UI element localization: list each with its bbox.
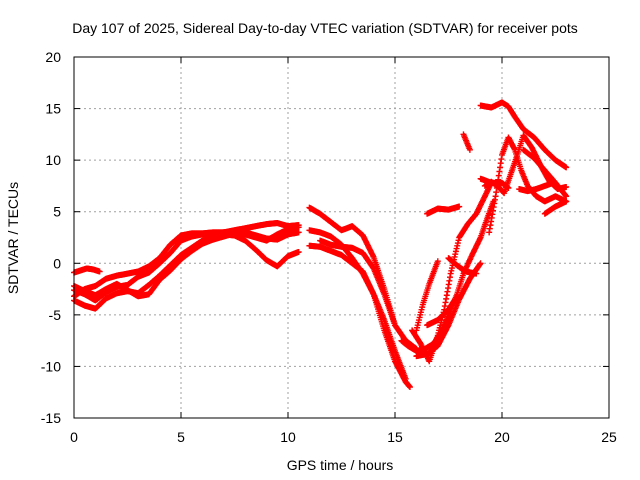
y-tick-label: 10: [45, 152, 61, 168]
data-point: [392, 322, 398, 329]
data-point: [96, 268, 103, 275]
data-point: [406, 384, 413, 391]
series-17: [460, 131, 473, 153]
series-5: [71, 229, 302, 300]
series-14: [424, 296, 458, 329]
x-tick-label: 25: [601, 429, 617, 445]
y-tick-label: -5: [49, 307, 62, 323]
y-tick-label: 5: [53, 204, 61, 220]
series-24: [541, 198, 570, 217]
series-23: [520, 146, 570, 200]
series-18: [477, 99, 570, 171]
y-tick-label: -15: [41, 410, 61, 426]
y-tick-label: 15: [45, 101, 61, 117]
series-12: [413, 258, 441, 334]
data-point: [456, 203, 463, 210]
series-21: [477, 175, 512, 191]
data-point: [473, 270, 480, 277]
data-point: [451, 296, 458, 303]
data-point: [466, 146, 473, 153]
series-8: [306, 242, 413, 391]
x-tick-label: 5: [177, 429, 185, 445]
series-15: [445, 255, 480, 277]
axes: 0 5 10 15 20 25 -15 -10 -5 0 5 10 15 20: [41, 49, 617, 445]
data-point: [563, 198, 570, 205]
series-1: [71, 265, 103, 276]
data-point: [295, 248, 302, 255]
data-point: [295, 229, 302, 236]
data-point: [563, 164, 570, 171]
data-point: [563, 193, 570, 200]
data-point: [563, 183, 570, 190]
chart-title: Day 107 of 2025, Sidereal Day-to-day VTE…: [72, 20, 578, 36]
data-point: [295, 224, 302, 231]
plot-frame: [73, 56, 610, 419]
data-point: [434, 258, 441, 265]
x-tick-label: 0: [70, 429, 78, 445]
y-tick-label: -10: [41, 358, 61, 374]
y-tick-label: 0: [53, 255, 61, 271]
y-axis-label: SDTVAR / TECUs: [5, 182, 21, 294]
data-point: [505, 184, 512, 191]
y-tick-label: 20: [45, 49, 61, 65]
x-axis-label: GPS time / hours: [287, 457, 394, 473]
series-16: [424, 203, 463, 217]
x-tick-label: 15: [387, 429, 403, 445]
series-9: [317, 237, 398, 329]
x-tick-label: 20: [494, 429, 510, 445]
data-points: [71, 99, 570, 391]
series-22: [516, 179, 557, 195]
data-point: [477, 260, 484, 267]
x-tick-label: 10: [280, 429, 296, 445]
